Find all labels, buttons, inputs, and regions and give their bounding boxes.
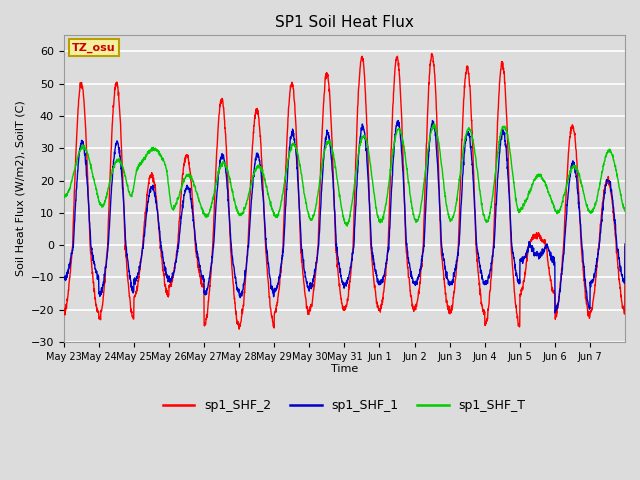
- Legend: sp1_SHF_2, sp1_SHF_1, sp1_SHF_T: sp1_SHF_2, sp1_SHF_1, sp1_SHF_T: [158, 394, 531, 417]
- Text: TZ_osu: TZ_osu: [72, 43, 116, 53]
- Y-axis label: Soil Heat Flux (W/m2), SoilT (C): Soil Heat Flux (W/m2), SoilT (C): [15, 101, 25, 276]
- X-axis label: Time: Time: [331, 364, 358, 374]
- Title: SP1 Soil Heat Flux: SP1 Soil Heat Flux: [275, 15, 414, 30]
